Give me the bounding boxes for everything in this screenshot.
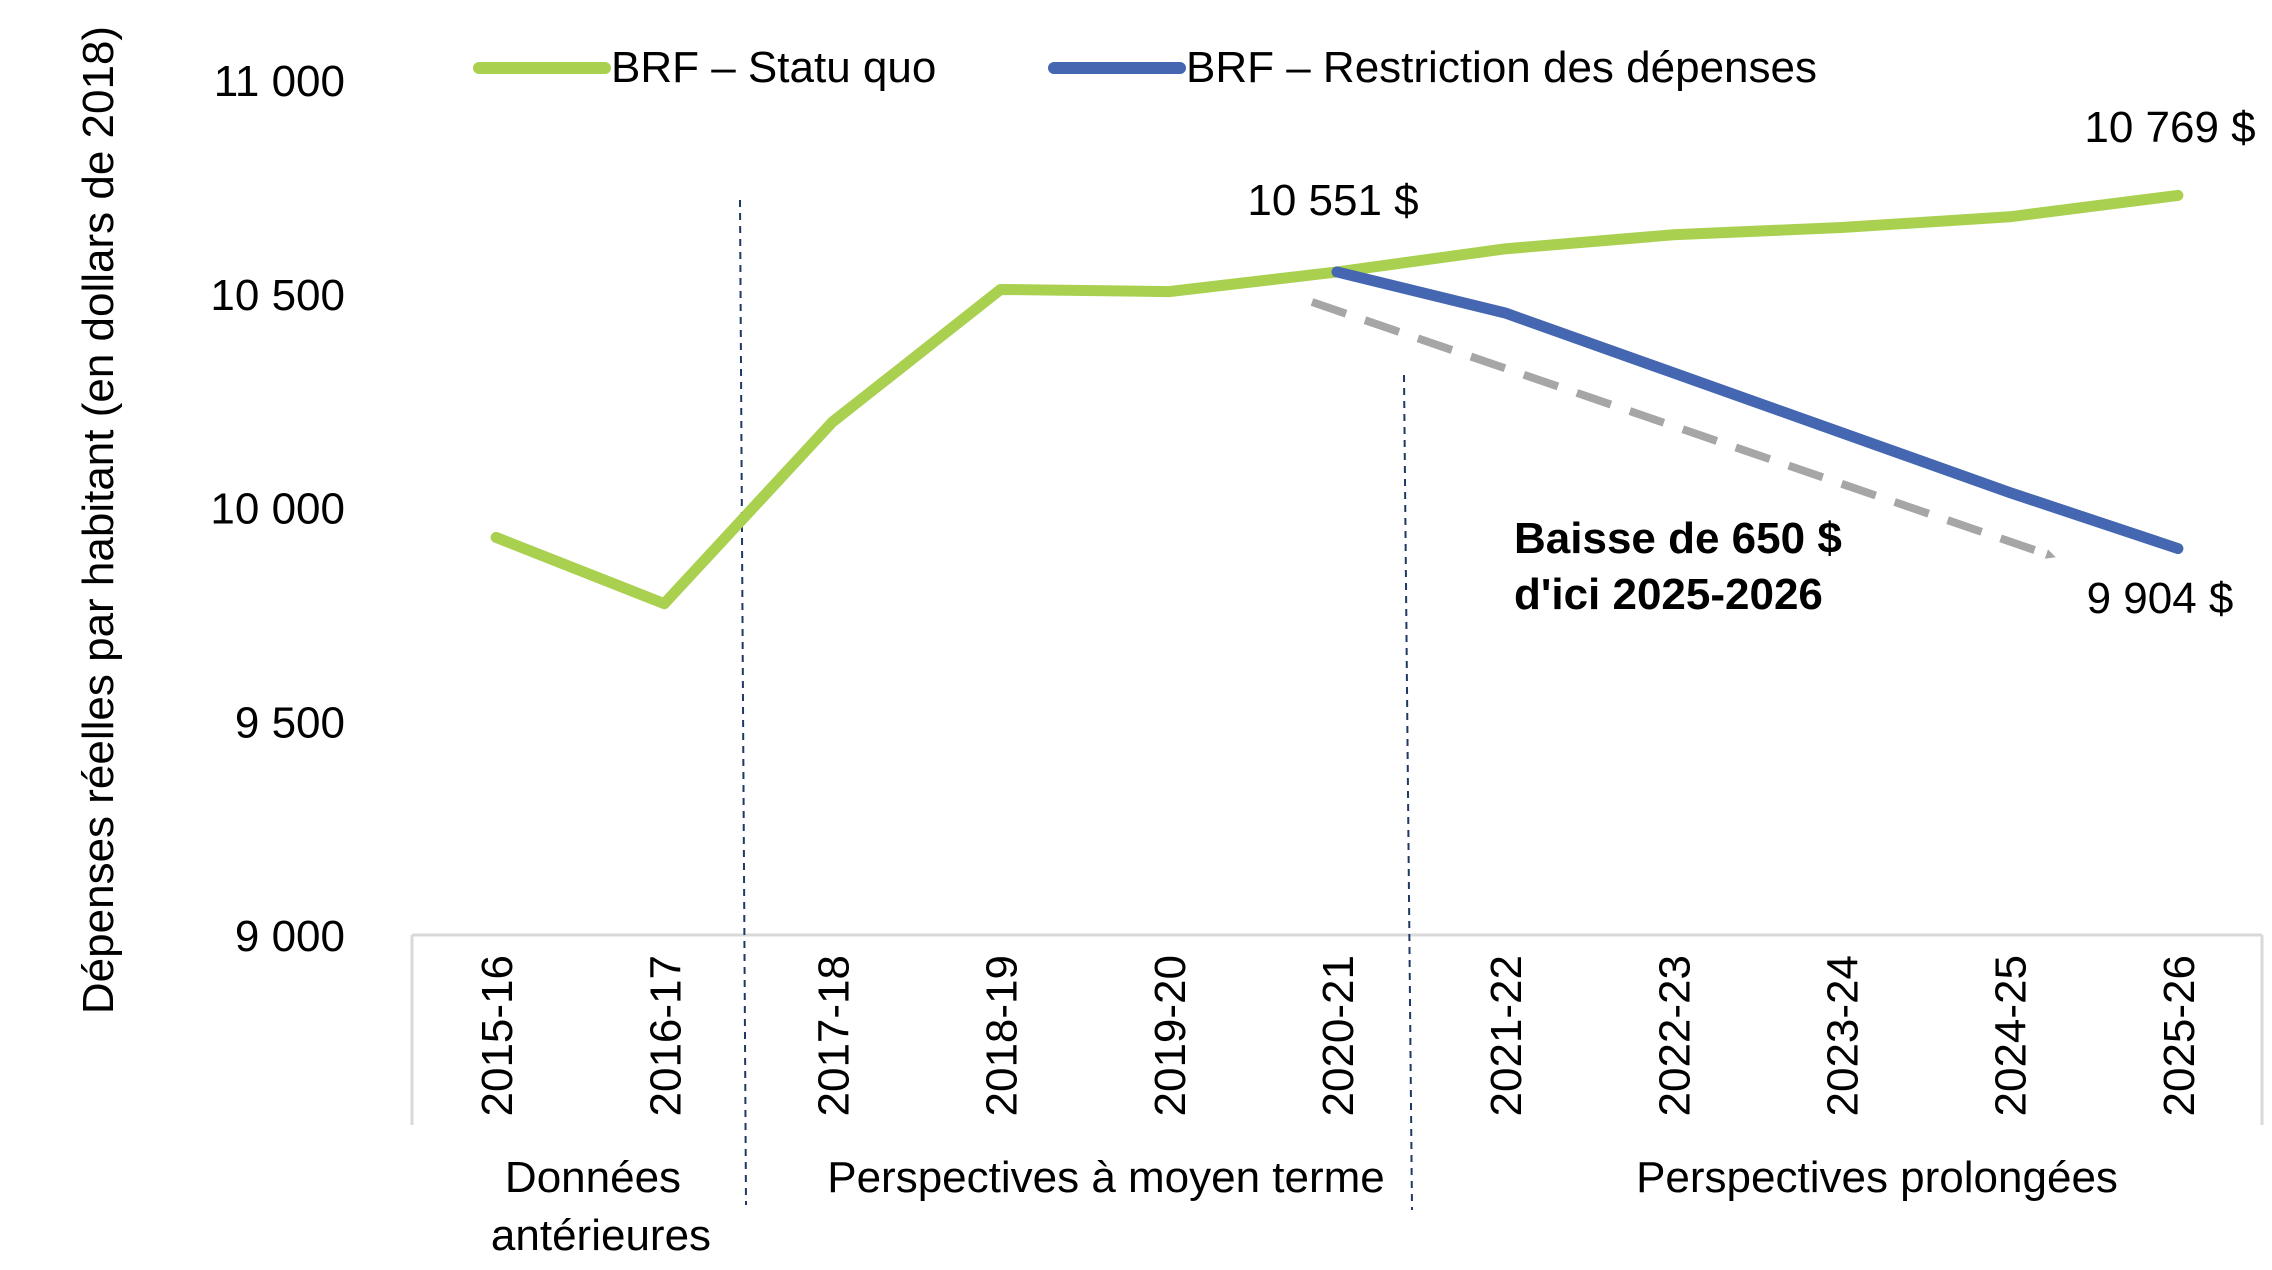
data-point: [1504, 312, 1506, 314]
y-tick-label: 11 000: [214, 57, 345, 106]
data-point: [1672, 372, 1674, 374]
data-point: [2177, 548, 2179, 550]
x-tick-label: 2016-17: [641, 955, 690, 1116]
y-axis-ticks: 9 000 9 500 10 000 10 500 11 000: [210, 57, 345, 961]
x-tick-label: 2022-23: [1650, 955, 1699, 1116]
series-lines: [490, 189, 2184, 610]
group-label-medium-term: Perspectives à moyen terme: [827, 1153, 1385, 1202]
data-label-2025-26-restriction: 9 904 $: [2087, 574, 2234, 623]
data-point: [1000, 288, 1002, 290]
y-tick-label: 10 500: [210, 271, 345, 320]
data-point: [1841, 226, 1843, 228]
data-point: [495, 536, 497, 538]
x-tick-label: 2023-24: [1819, 955, 1868, 1116]
decline-arrow: [1310, 298, 2056, 560]
data-point: [1841, 432, 1843, 434]
group-label-historical-line-2: antérieures: [491, 1211, 711, 1260]
data-point: [2009, 216, 2011, 218]
x-tick-label: 2025-26: [2155, 955, 2204, 1116]
x-tick-label: 2015-16: [473, 955, 522, 1116]
series-line-restriction: [1331, 266, 2184, 555]
y-tick-label: 9 000: [235, 912, 345, 961]
y-tick-label: 9 500: [235, 698, 345, 747]
legend-label-restriction: BRF – Restriction des dépenses: [1186, 43, 1817, 92]
y-axis-label: Dépenses réelles par habitant (en dollar…: [74, 26, 123, 1014]
data-point: [1168, 291, 1170, 293]
x-tick-label: 2018-19: [978, 955, 1027, 1116]
x-tick-label: 2019-20: [1146, 955, 1195, 1116]
x-tick-label: 2021-22: [1482, 955, 1531, 1116]
group-label-extended: Perspectives prolongées: [1636, 1153, 2118, 1202]
data-point: [1504, 248, 1506, 250]
data-point: [663, 603, 665, 605]
y-tick-label: 10 000: [210, 485, 345, 534]
data-point: [1672, 234, 1674, 236]
group-label-historical-line-1: Données: [505, 1153, 681, 1202]
annotation-line-1: Baisse de 650 $: [1514, 514, 1842, 563]
data-point: [2177, 194, 2179, 196]
divider-medium-term: [1403, 374, 1413, 1211]
data-label-2025-26-statu-quo: 10 769 $: [2084, 103, 2255, 152]
data-point: [831, 421, 833, 423]
x-tick-label: 2024-25: [1987, 955, 2036, 1116]
x-tick-label: 2017-18: [809, 955, 858, 1116]
x-axis-frame: [410, 933, 2264, 1125]
series-line-statu-quo: [490, 189, 2184, 610]
legend-label-statu-quo: BRF – Statu quo: [611, 43, 936, 92]
data-point: [2009, 492, 2011, 494]
x-tick-label: 2020-21: [1314, 955, 1363, 1116]
divider-historical: [739, 199, 747, 1206]
data-label-2020-21: 10 551 $: [1247, 176, 1418, 225]
x-axis-ticks: 2015-16 2016-17 2017-18 2018-19 2019-20 2020-…: [473, 955, 2204, 1116]
annotation-line-2: d'ici 2025-2026: [1514, 570, 1823, 619]
data-point: [1336, 271, 1338, 273]
